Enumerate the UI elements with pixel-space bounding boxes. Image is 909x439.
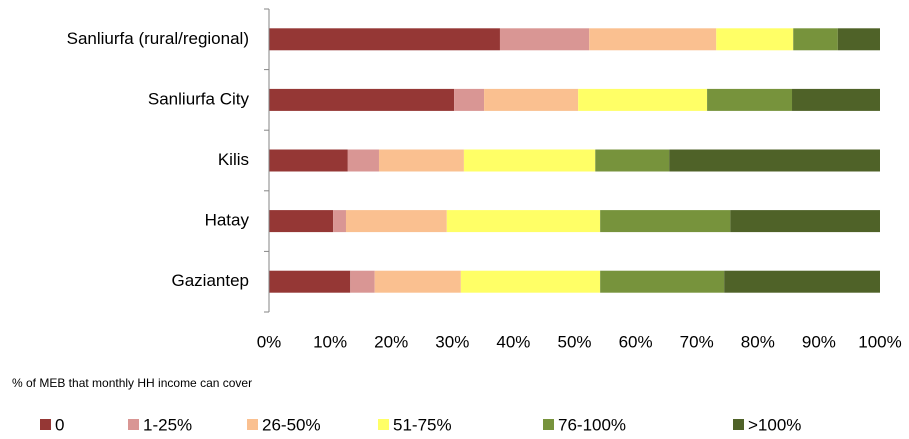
y-tick-label: Hatay	[205, 211, 250, 230]
bar-segment	[269, 270, 351, 293]
bar-segment	[600, 210, 731, 233]
bar-segment	[707, 88, 793, 111]
bar-segment	[378, 149, 464, 172]
bar-segment	[333, 210, 346, 233]
chart-subtitle: % of MEB that monthly HH income can cove…	[12, 376, 252, 390]
bar-segment	[460, 270, 601, 293]
bar-segment	[374, 270, 461, 293]
bar-segment	[589, 28, 717, 51]
bar-segment	[484, 88, 579, 111]
bar-segment	[269, 210, 334, 233]
bar-segment	[454, 88, 485, 111]
bar-segment	[716, 28, 794, 51]
y-tick-label: Gaziantep	[172, 271, 250, 290]
bar-segment	[600, 270, 725, 293]
bar-segment	[837, 28, 880, 51]
bar-segment	[669, 149, 880, 172]
legend-swatch	[543, 419, 554, 430]
bar-segment	[499, 28, 590, 51]
bar-segment	[792, 88, 880, 111]
y-tick-label: Sanliurfa City	[148, 89, 250, 108]
bar-segment	[793, 28, 838, 51]
legend-swatch	[128, 419, 139, 430]
x-tick-label: 100%	[858, 332, 901, 351]
y-tick-label: Kilis	[218, 150, 249, 169]
bar-segment	[578, 88, 708, 111]
legend-label: 51-75%	[393, 415, 452, 434]
x-tick-label: 20%	[374, 332, 408, 351]
bar-segment	[347, 149, 379, 172]
legend-label: >100%	[748, 415, 801, 434]
x-tick-label: 0%	[257, 332, 282, 351]
bar-segment	[350, 270, 375, 293]
legend-swatch	[247, 419, 258, 430]
x-tick-label: 30%	[435, 332, 469, 351]
bar-segment	[595, 149, 670, 172]
legend-label: 0	[55, 415, 64, 434]
legend-swatch	[733, 419, 744, 430]
bar-segment	[446, 210, 601, 233]
legend-swatch	[40, 419, 51, 430]
legend-label: 26-50%	[262, 415, 321, 434]
bar-segment	[345, 210, 447, 233]
legend-label: 1-25%	[143, 415, 192, 434]
y-tick-label: Sanliurfa (rural/regional)	[67, 29, 249, 48]
bar-segment	[730, 210, 880, 233]
bar-segment	[269, 28, 500, 51]
x-tick-label: 70%	[680, 332, 714, 351]
legend-swatch	[378, 419, 389, 430]
bar-segment	[269, 149, 348, 172]
x-tick-label: 10%	[313, 332, 347, 351]
bar-segment	[463, 149, 596, 172]
x-tick-label: 50%	[557, 332, 591, 351]
x-tick-label: 80%	[741, 332, 775, 351]
legend-label: 76-100%	[558, 415, 626, 434]
x-tick-label: 60%	[619, 332, 653, 351]
x-tick-label: 40%	[496, 332, 530, 351]
bar-segment	[724, 270, 880, 293]
x-tick-label: 90%	[802, 332, 836, 351]
bar-segment	[269, 88, 455, 111]
